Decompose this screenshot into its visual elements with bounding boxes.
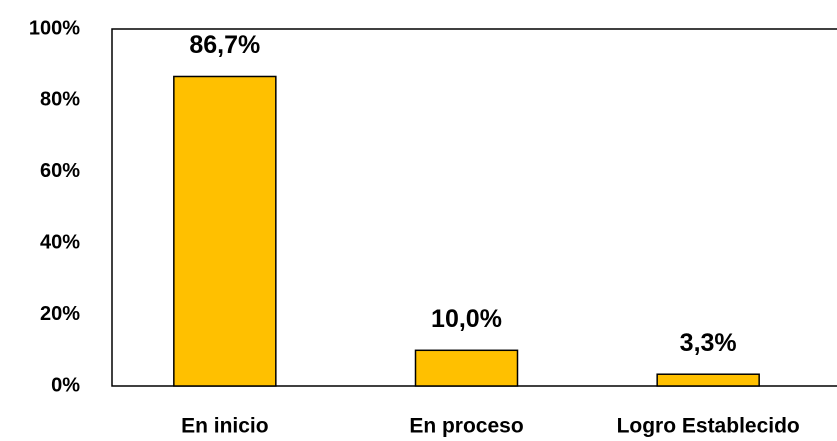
x-tick-label: En proceso	[409, 415, 523, 438]
y-tick-label: 100%	[29, 17, 80, 39]
bar	[173, 75, 277, 387]
y-tick-label: 20%	[40, 303, 80, 325]
bar	[656, 373, 760, 387]
bar	[414, 349, 519, 387]
y-tick-label: 0%	[51, 374, 80, 396]
data-label: 10,0%	[431, 305, 502, 333]
y-tick-label: 60%	[40, 160, 80, 182]
y-tick-label: 80%	[40, 89, 80, 111]
x-tick-label: En inicio	[181, 415, 269, 438]
data-label: 3,3%	[680, 329, 737, 357]
y-tick-label: 40%	[40, 231, 80, 253]
data-label: 86,7%	[189, 31, 260, 59]
x-tick-label: Logro Establecido	[617, 415, 800, 438]
